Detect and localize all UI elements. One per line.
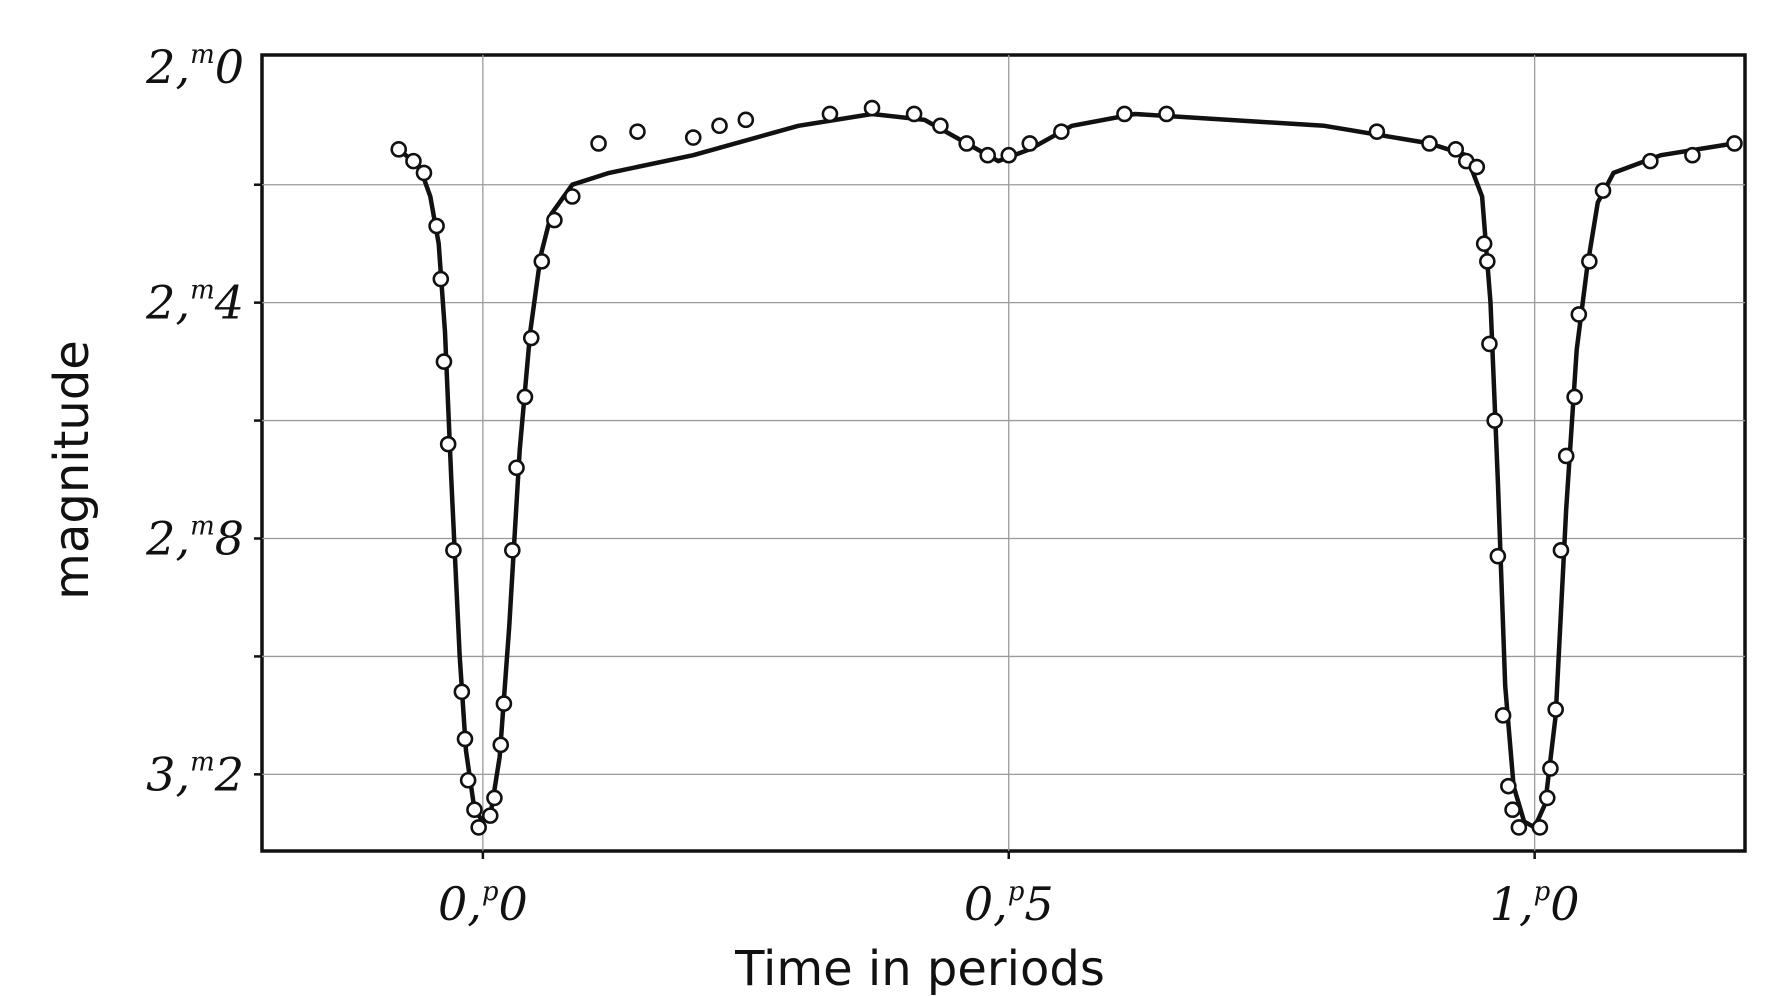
- data-point: [1581, 253, 1598, 270]
- data-point: [1486, 412, 1503, 429]
- data-point: [1547, 701, 1564, 718]
- data-point: [1566, 388, 1583, 406]
- data-point: [1557, 447, 1575, 465]
- data-point: [435, 353, 453, 370]
- data-point: [533, 253, 551, 270]
- data-point: [492, 736, 510, 754]
- data-point: [1642, 152, 1659, 170]
- data-point: [1000, 146, 1018, 164]
- data-points-layer: [390, 99, 1743, 836]
- data-point: [1510, 819, 1528, 836]
- data-point: [737, 111, 755, 129]
- data-point: [563, 188, 581, 205]
- data-point: [453, 683, 471, 701]
- x-axis-title: Time in periods: [734, 941, 1105, 996]
- y-tick-label: 2,m8: [145, 511, 244, 565]
- y-tick-label: 2,m4: [145, 276, 244, 330]
- data-point: [522, 329, 540, 347]
- axis-ticks: [254, 183, 1536, 859]
- x-tick-label: 0,p5: [964, 877, 1054, 931]
- data-point: [979, 146, 997, 164]
- y-tick-labels: 2,m0 2,m4 2,m8 3,m2: [145, 40, 244, 802]
- data-point: [1552, 541, 1570, 559]
- data-point: [1158, 105, 1175, 123]
- data-point: [1570, 306, 1588, 323]
- data-point: [415, 164, 433, 182]
- data-point: [516, 388, 534, 406]
- data-point: [1421, 135, 1438, 152]
- data-point: [1504, 801, 1521, 819]
- data-point: [445, 541, 462, 559]
- data-point: [1116, 105, 1133, 123]
- data-point: [1053, 123, 1070, 140]
- data-point: [1368, 123, 1386, 140]
- data-point: [1594, 182, 1612, 199]
- data-point: [459, 771, 477, 789]
- plot-frame: [260, 53, 1747, 853]
- data-point: [495, 695, 513, 712]
- data-point: [428, 217, 445, 235]
- data-point: [466, 801, 483, 819]
- data-point: [486, 789, 503, 807]
- x-tick-labels: 0,p0 0,p5 1,p0: [438, 877, 1580, 931]
- data-point: [1542, 760, 1559, 777]
- data-point: [504, 541, 521, 559]
- x-tick-label: 0,p0: [438, 877, 528, 931]
- data-point: [1447, 141, 1465, 158]
- data-point: [590, 135, 607, 152]
- data-point: [863, 99, 881, 117]
- data-point: [932, 117, 949, 135]
- data-point: [1494, 707, 1512, 724]
- data-point: [481, 807, 499, 824]
- data-point: [508, 459, 525, 477]
- data-point: [1021, 135, 1039, 152]
- data-point: [1500, 777, 1517, 795]
- data-point: [1531, 819, 1549, 836]
- data-point: [1538, 789, 1556, 807]
- data-point: [905, 105, 923, 123]
- data-point: [711, 117, 728, 135]
- data-point: [432, 270, 450, 288]
- data-point: [390, 141, 408, 158]
- data-point: [1468, 158, 1486, 176]
- data-point: [1684, 146, 1701, 164]
- y-axis-title: magnitude: [44, 340, 100, 600]
- data-point: [456, 730, 474, 748]
- y-tick-label: 2,m0: [145, 40, 244, 94]
- data-point: [1726, 135, 1743, 152]
- data-point: [1489, 547, 1507, 565]
- data-point: [546, 211, 563, 229]
- data-point: [1479, 253, 1496, 270]
- data-point: [1475, 235, 1493, 252]
- grid-lines: [262, 55, 1745, 851]
- data-point: [470, 819, 487, 836]
- y-tick-label: 3,m2: [146, 747, 244, 801]
- data-point: [439, 435, 457, 453]
- data-point: [958, 135, 975, 152]
- data-point: [821, 105, 839, 123]
- data-point: [405, 152, 422, 170]
- data-point: [1481, 335, 1498, 353]
- data-point: [684, 129, 702, 146]
- data-point: [629, 123, 646, 140]
- x-tick-label: 1,p0: [1490, 877, 1580, 931]
